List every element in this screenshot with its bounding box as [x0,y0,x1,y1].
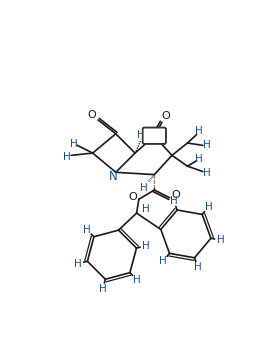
Text: H: H [133,275,141,285]
Text: H: H [140,183,148,193]
Text: H: H [203,140,210,150]
Text: H: H [159,256,167,266]
FancyBboxPatch shape [143,128,166,144]
Text: H: H [70,139,77,149]
Text: H: H [205,202,213,212]
Text: H: H [63,152,71,162]
Text: O: O [87,110,96,120]
Text: O: O [161,111,170,121]
Text: H: H [74,259,82,269]
Text: H: H [217,235,225,245]
Text: H: H [170,196,178,206]
Text: N: N [109,170,118,184]
Text: H: H [142,240,150,250]
Text: H: H [203,168,210,178]
Text: H: H [99,284,107,294]
FancyBboxPatch shape [143,128,166,144]
Text: H: H [195,154,203,164]
Text: H: H [137,130,145,140]
Text: H: H [194,262,202,272]
Text: H: H [142,204,150,214]
Text: O: O [172,190,180,200]
Text: Abs: Abs [145,131,164,141]
Text: O: O [128,192,137,202]
Text: Abs: Abs [145,131,164,141]
Text: H: H [83,225,91,235]
Text: H: H [195,127,203,137]
